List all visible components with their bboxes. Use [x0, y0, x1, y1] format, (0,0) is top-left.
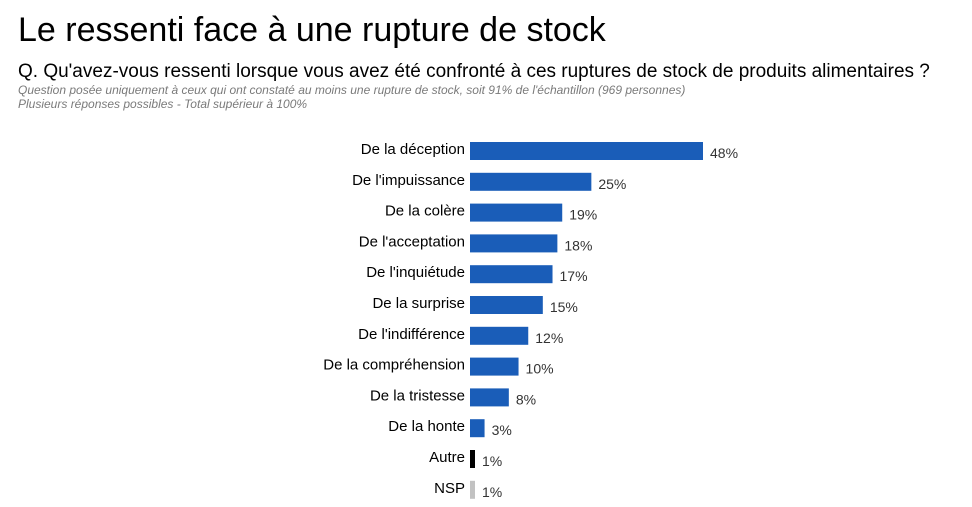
value-label: 48%	[710, 145, 738, 161]
bar	[470, 419, 485, 438]
category-label: De la tristesse	[370, 387, 465, 404]
value-label: 17%	[560, 268, 588, 284]
bar	[470, 388, 509, 407]
chart-title: Le ressenti face à une rupture de stock	[18, 11, 606, 49]
value-label: 18%	[564, 237, 592, 253]
multiple-answers-note: Plusieurs réponses possibles - Total sup…	[18, 97, 308, 111]
bar	[470, 296, 543, 314]
bar	[470, 450, 475, 468]
category-label: De l'indifférence	[358, 326, 465, 343]
category-label: De l'inquiétude	[366, 264, 465, 281]
category-label: NSP	[434, 480, 465, 497]
bar	[470, 265, 553, 284]
value-label: 1%	[482, 453, 502, 469]
category-label: Autre	[429, 449, 465, 466]
category-label: De la honte	[388, 418, 465, 435]
value-label: 12%	[535, 330, 563, 346]
value-label: 25%	[598, 176, 626, 192]
value-label: 15%	[550, 299, 578, 315]
value-label: 1%	[482, 484, 502, 500]
bar	[470, 357, 519, 376]
question-text: Q. Qu'avez-vous ressenti lorsque vous av…	[18, 61, 930, 82]
bar	[470, 172, 592, 191]
category-label: De la surprise	[372, 295, 465, 312]
sample-note: Question posée uniquement à ceux qui ont…	[18, 83, 686, 97]
value-label: 8%	[516, 391, 536, 407]
value-label: 3%	[492, 422, 512, 438]
category-label: De la colère	[385, 203, 465, 220]
category-label: De la déception	[361, 141, 465, 158]
value-label: 10%	[526, 361, 554, 377]
bar	[470, 203, 563, 222]
category-label: De l'acceptation	[359, 233, 465, 250]
bar	[470, 326, 529, 345]
value-label: 19%	[569, 207, 597, 223]
bar	[470, 480, 475, 499]
category-label: De la compréhension	[323, 357, 465, 374]
bar	[470, 142, 703, 160]
category-label: De l'impuissance	[352, 172, 465, 189]
bar	[470, 234, 558, 253]
